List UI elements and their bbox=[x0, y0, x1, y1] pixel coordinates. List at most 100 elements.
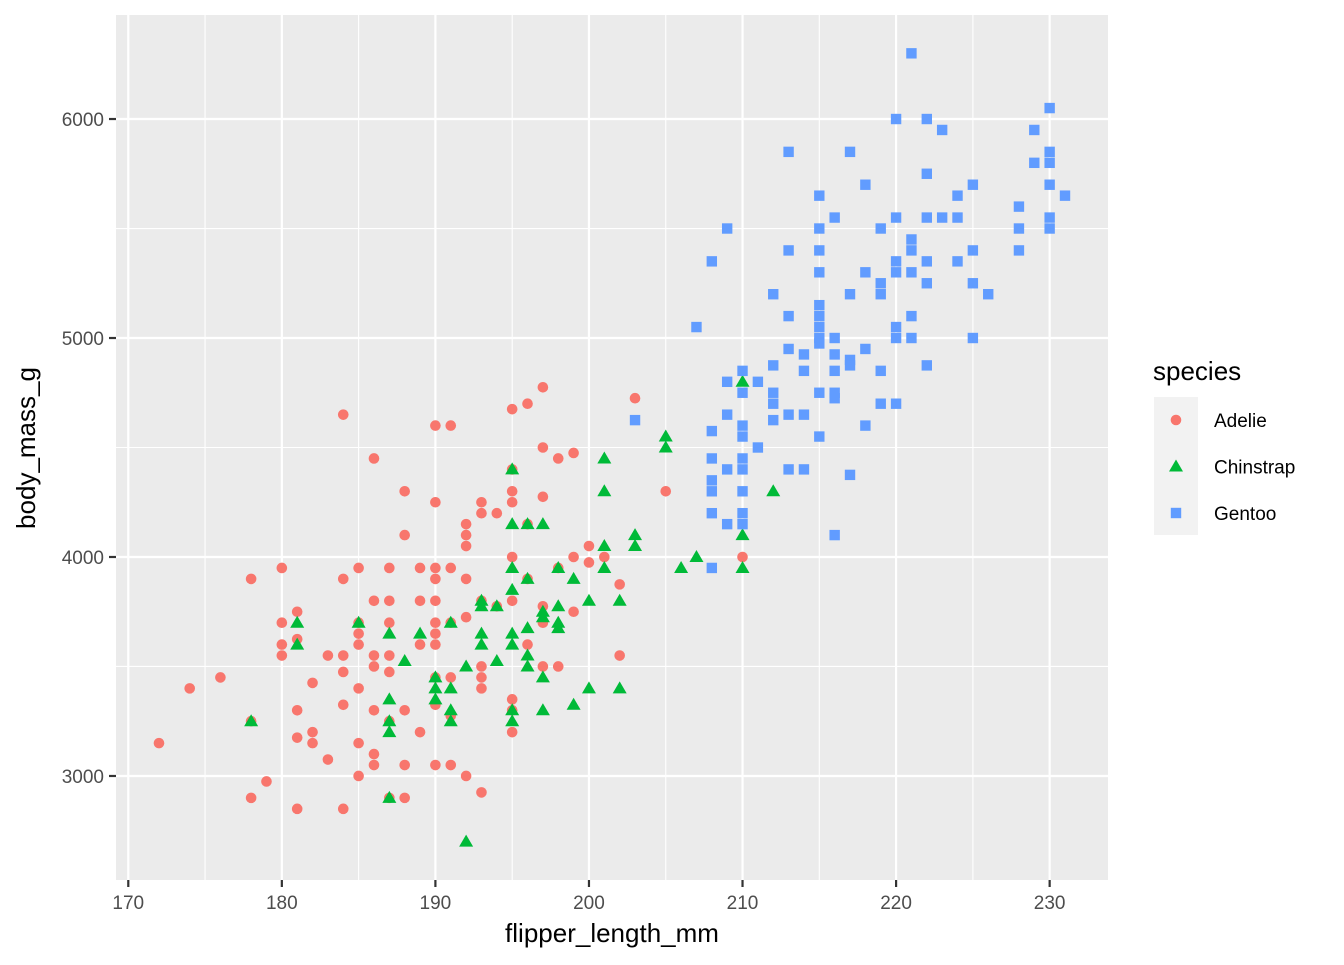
chinstrap-point bbox=[735, 374, 750, 387]
adelie-point bbox=[399, 485, 410, 497]
chinstrap-point bbox=[428, 681, 443, 694]
gentoo-point bbox=[936, 212, 948, 223]
adelie-point bbox=[506, 726, 518, 738]
adelie-point bbox=[384, 650, 395, 661]
adelie-point bbox=[368, 748, 380, 760]
gentoo-point bbox=[1029, 157, 1040, 169]
gentoo-point bbox=[721, 518, 733, 530]
gentoo-point bbox=[829, 332, 840, 344]
chinstrap-point bbox=[443, 615, 458, 628]
adelie-point bbox=[353, 628, 364, 639]
chinstrap-point bbox=[459, 659, 474, 672]
chinstrap-point bbox=[628, 539, 643, 552]
x-tick-label: 220 bbox=[880, 893, 912, 914]
adelie-point bbox=[276, 639, 288, 650]
adelie-point bbox=[445, 759, 457, 771]
gentoo-point bbox=[783, 409, 794, 420]
adelie-point bbox=[276, 562, 288, 574]
chinstrap-point bbox=[382, 725, 397, 738]
adelie-point bbox=[552, 661, 564, 672]
gentoo-point bbox=[860, 420, 871, 431]
adelie-point bbox=[506, 403, 518, 415]
adelie-point bbox=[414, 639, 426, 650]
gentoo-point bbox=[737, 453, 748, 464]
gentoo-point bbox=[967, 245, 979, 256]
adelie-point bbox=[291, 732, 303, 743]
y-tick-label: 6000 bbox=[62, 110, 104, 131]
gentoo-point bbox=[737, 365, 748, 377]
chinstrap-point bbox=[413, 626, 428, 639]
x-tick-label: 200 bbox=[573, 893, 605, 914]
gentoo-point bbox=[1029, 124, 1040, 136]
x-tick-label: 190 bbox=[420, 893, 452, 914]
adelie-point bbox=[599, 551, 610, 563]
legend-label: Chinstrap bbox=[1214, 458, 1295, 479]
chinstrap-point bbox=[428, 670, 443, 683]
chinstrap-point bbox=[535, 517, 550, 530]
chinstrap-point bbox=[244, 714, 259, 727]
adelie-point bbox=[506, 485, 518, 497]
adelie-point bbox=[568, 447, 579, 459]
legend-items: Adelie Chinstrap Gentoo bbox=[1169, 411, 1295, 525]
gentoo-point bbox=[1013, 223, 1025, 234]
adelie-point bbox=[491, 507, 503, 519]
adelie-point bbox=[430, 573, 441, 585]
adelie-point bbox=[430, 420, 441, 431]
adelie-point bbox=[430, 759, 441, 771]
gentoo-point bbox=[829, 393, 840, 404]
gentoo-point bbox=[721, 223, 733, 234]
adelie-point bbox=[368, 595, 380, 607]
adelie-point bbox=[476, 683, 487, 694]
adelie-point bbox=[215, 672, 226, 683]
data-points bbox=[153, 48, 1071, 847]
adelie-point bbox=[476, 787, 487, 798]
x-tick-label: 230 bbox=[1034, 893, 1066, 914]
adelie-point bbox=[445, 420, 457, 431]
gentoo-point bbox=[921, 212, 932, 223]
chinstrap-point bbox=[382, 714, 397, 727]
chinstrap-point bbox=[474, 637, 489, 650]
gentoo-point bbox=[798, 464, 810, 475]
major-gridlines bbox=[116, 15, 1108, 880]
adelie-point bbox=[384, 562, 395, 574]
x-tick-label: 210 bbox=[727, 893, 759, 914]
chinstrap-point bbox=[505, 462, 520, 475]
adelie-point bbox=[291, 803, 303, 815]
gentoo-point bbox=[921, 360, 932, 371]
adelie-point bbox=[307, 737, 318, 749]
chinstrap-point bbox=[489, 599, 504, 612]
adelie-point bbox=[537, 491, 549, 503]
y-tick-label: 5000 bbox=[62, 329, 104, 350]
gentoo-point bbox=[921, 113, 932, 125]
adelie-point bbox=[276, 650, 288, 661]
x-tick-label: 170 bbox=[112, 893, 144, 914]
gentoo-point bbox=[860, 267, 871, 278]
adelie-point bbox=[522, 398, 533, 410]
chinstrap-point bbox=[566, 571, 581, 584]
adelie-point bbox=[368, 650, 380, 661]
gentoo-point bbox=[706, 486, 718, 497]
gentoo-point bbox=[829, 349, 840, 360]
gentoo-point bbox=[721, 409, 733, 420]
adelie-point bbox=[337, 409, 349, 420]
gentoo-point bbox=[814, 332, 825, 344]
gentoo-point bbox=[967, 179, 979, 190]
adelie-point bbox=[430, 628, 441, 639]
adelie-point bbox=[460, 518, 472, 530]
chinstrap-point bbox=[551, 599, 566, 612]
chinstrap-point bbox=[382, 790, 397, 803]
adelie-point bbox=[476, 496, 487, 508]
gentoo-point bbox=[952, 190, 963, 201]
chinstrap-point bbox=[474, 599, 489, 612]
chinstrap-point bbox=[597, 451, 612, 464]
adelie-point bbox=[276, 617, 288, 628]
gentoo-point bbox=[983, 289, 994, 300]
gentoo-point bbox=[814, 190, 825, 201]
gentoo-point bbox=[952, 212, 963, 223]
adelie-point bbox=[245, 792, 257, 804]
chinstrap-point bbox=[658, 440, 673, 453]
gentoo-point bbox=[691, 321, 702, 333]
y-tick-label: 4000 bbox=[62, 548, 104, 569]
chinstrap-point bbox=[581, 593, 596, 606]
gentoo-point bbox=[890, 321, 902, 333]
